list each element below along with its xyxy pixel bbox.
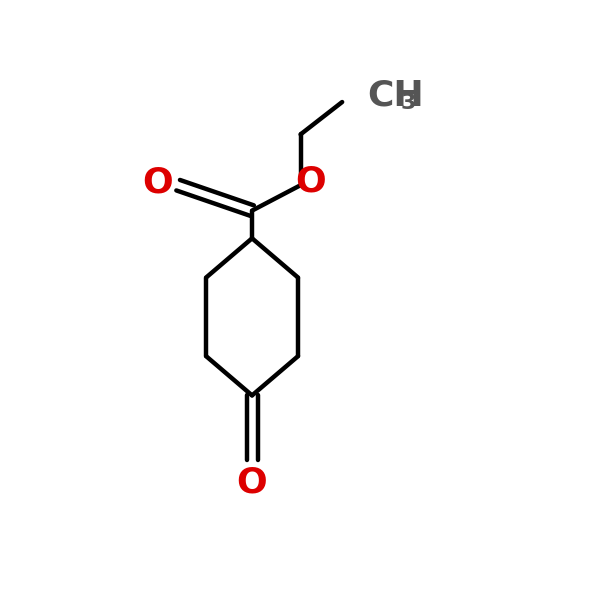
Text: CH: CH xyxy=(368,78,424,112)
Text: O: O xyxy=(142,166,173,200)
Text: O: O xyxy=(295,164,326,199)
Text: 3: 3 xyxy=(401,94,416,113)
Text: O: O xyxy=(236,465,268,499)
